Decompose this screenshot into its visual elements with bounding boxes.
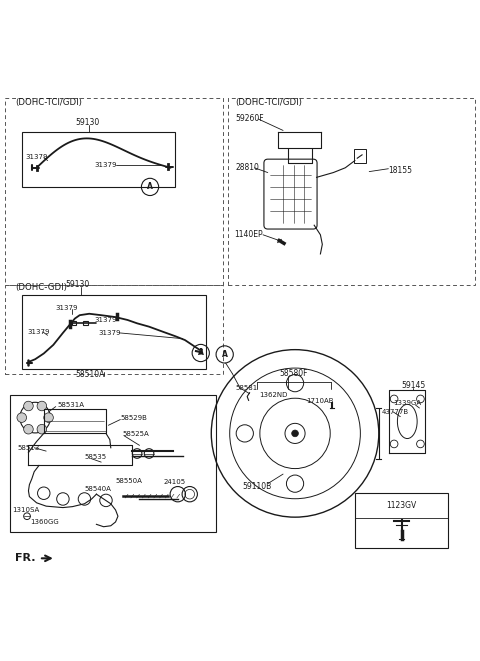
- Text: FR.: FR.: [15, 553, 36, 563]
- Text: 31379: 31379: [25, 154, 48, 160]
- Text: 31379: 31379: [94, 317, 117, 323]
- Text: (DOHC-GDI): (DOHC-GDI): [15, 283, 67, 292]
- Text: 31379: 31379: [56, 305, 78, 311]
- Text: 43777B: 43777B: [382, 409, 409, 415]
- Circle shape: [37, 424, 47, 434]
- Circle shape: [24, 424, 33, 434]
- Text: 58550A: 58550A: [116, 479, 143, 485]
- Text: 1140EP: 1140EP: [234, 230, 263, 239]
- Text: 58513: 58513: [17, 445, 40, 451]
- Text: 58581: 58581: [235, 385, 257, 391]
- Text: 58535: 58535: [84, 454, 107, 460]
- Text: 28810: 28810: [235, 163, 259, 173]
- Text: A: A: [222, 350, 228, 359]
- Text: A: A: [147, 182, 153, 192]
- Text: (DOHC-TCI/GDI): (DOHC-TCI/GDI): [235, 98, 302, 106]
- Text: 58531A: 58531A: [57, 402, 84, 408]
- Text: 31379: 31379: [94, 163, 117, 169]
- Text: A: A: [198, 348, 204, 358]
- Circle shape: [17, 413, 26, 422]
- Text: 59260F: 59260F: [235, 114, 264, 124]
- Text: 1310SA: 1310SA: [12, 508, 40, 514]
- Text: 59130: 59130: [75, 118, 99, 127]
- Text: 58529B: 58529B: [120, 414, 147, 420]
- Text: 31379: 31379: [99, 330, 121, 336]
- Text: (DOHC-TCI/GDI): (DOHC-TCI/GDI): [15, 98, 82, 106]
- Text: 1360GG: 1360GG: [30, 519, 59, 525]
- Circle shape: [292, 430, 299, 437]
- Circle shape: [37, 401, 47, 410]
- Text: 59145: 59145: [402, 381, 426, 390]
- Text: 1123GV: 1123GV: [386, 501, 417, 510]
- Text: 1339GA: 1339GA: [393, 401, 421, 407]
- Circle shape: [44, 413, 53, 422]
- Text: 1710AB: 1710AB: [306, 399, 334, 405]
- Text: 58525A: 58525A: [123, 431, 149, 437]
- Text: 59110B: 59110B: [242, 482, 272, 490]
- Text: 31379: 31379: [27, 329, 49, 335]
- Text: 58510A: 58510A: [75, 370, 104, 379]
- Circle shape: [24, 401, 33, 410]
- Text: 59130: 59130: [65, 280, 90, 289]
- Text: 18155: 18155: [388, 166, 412, 175]
- Text: 58580F: 58580F: [280, 369, 308, 378]
- Text: 24105: 24105: [163, 479, 186, 485]
- Text: 58540A: 58540A: [84, 486, 111, 492]
- Text: 1362ND: 1362ND: [259, 391, 288, 398]
